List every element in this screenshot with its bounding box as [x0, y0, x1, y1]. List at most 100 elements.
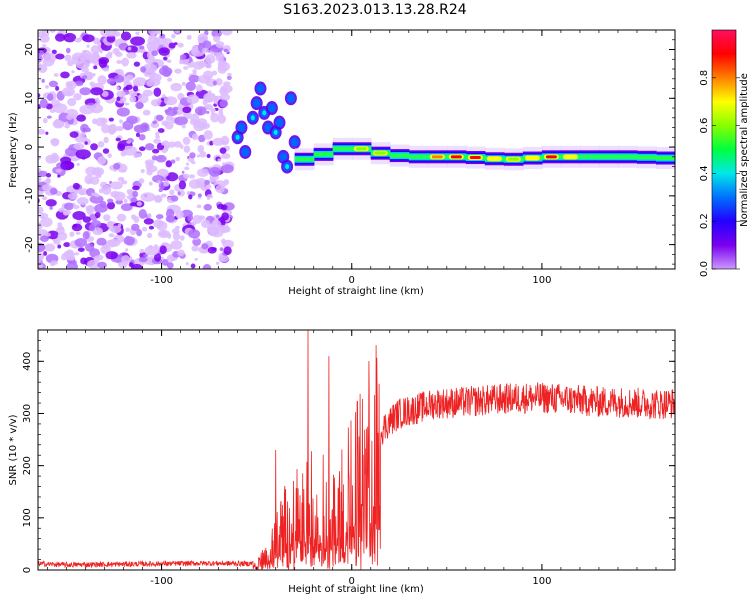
noise-blob — [221, 153, 231, 160]
bottom-x-tick-label: -100 — [150, 576, 173, 587]
noise-blob — [72, 182, 80, 190]
noise-blob — [187, 63, 194, 68]
noise-blob — [76, 197, 89, 206]
top-y-tick-label: 10 — [24, 92, 35, 105]
noise-blob — [93, 255, 100, 263]
noise-blob — [90, 176, 100, 185]
noise-blob — [188, 194, 193, 200]
ridge-core-hot — [374, 151, 386, 155]
noise-blob — [79, 87, 92, 96]
noise-blob — [189, 118, 200, 126]
noise-blob — [53, 154, 60, 162]
noise-blob — [208, 167, 221, 177]
noise-blob — [158, 47, 170, 56]
noise-blob — [208, 228, 216, 237]
noise-blob — [50, 138, 60, 146]
noise-blob — [123, 198, 128, 203]
noise-blob — [167, 141, 176, 148]
noise-blob — [116, 86, 120, 90]
noise-blob — [151, 50, 158, 57]
noise-blob — [95, 117, 105, 127]
noise-blob — [95, 194, 100, 198]
ridge-band — [313, 152, 334, 157]
noise-blob — [91, 51, 100, 59]
noise-blob — [64, 90, 72, 96]
bottom-x-tick-label: 100 — [532, 576, 551, 587]
noise-blob — [138, 178, 145, 184]
noise-blob — [106, 34, 116, 43]
noise-blob — [144, 159, 155, 166]
noise-blob — [76, 114, 87, 122]
noise-blob — [138, 209, 147, 219]
noise-blob — [170, 159, 176, 164]
noise-blob — [201, 243, 209, 250]
noise-blob — [32, 153, 35, 157]
noise-blob — [125, 227, 130, 232]
noise-blob — [177, 249, 185, 257]
noise-blob — [162, 258, 169, 266]
bottom-y-tick-label: 400 — [22, 352, 33, 371]
noise-blob — [98, 188, 104, 194]
noise-blob — [202, 264, 212, 269]
noise-blob — [133, 61, 141, 67]
noise-blob — [124, 102, 130, 106]
noise-blob — [96, 229, 102, 234]
noise-blob — [60, 71, 70, 79]
blob-mid — [286, 93, 295, 103]
noise-blob — [181, 81, 186, 86]
noise-blob — [175, 225, 180, 230]
noise-blob — [194, 257, 198, 261]
noise-blob — [38, 170, 48, 177]
top-x-tick-label: -100 — [150, 275, 173, 286]
noise-blob — [186, 94, 200, 105]
noise-blob — [171, 33, 176, 39]
noise-blob — [210, 108, 216, 113]
noise-blob — [185, 81, 196, 92]
noise-blob — [78, 189, 85, 196]
noise-blob — [188, 174, 196, 179]
noise-blob — [210, 112, 220, 123]
noise-blob — [63, 242, 71, 248]
noise-blob — [130, 36, 145, 46]
noise-blob — [116, 96, 121, 102]
noise-blob — [150, 32, 156, 37]
noise-blob — [120, 180, 128, 185]
noise-blob — [126, 115, 138, 125]
ridge-band — [579, 154, 600, 159]
noise-blob — [74, 252, 80, 256]
ridge-core-hot — [564, 155, 576, 159]
noise-blob — [47, 230, 59, 240]
colorbar-tick-label: 0.6 — [699, 118, 710, 134]
noise-blob — [130, 197, 138, 203]
noise-blob — [155, 114, 164, 121]
blob-mid — [279, 152, 288, 162]
noise-blob — [94, 97, 100, 103]
bottom-y-tick-label: 300 — [22, 404, 33, 423]
noise-blob — [179, 60, 183, 65]
noise-blob — [148, 225, 155, 230]
noise-blob — [42, 184, 52, 192]
blob-mid — [252, 98, 261, 108]
noise-blob — [159, 245, 167, 255]
noise-blob — [32, 156, 36, 160]
noise-blob — [117, 143, 126, 152]
noise-blob — [202, 123, 208, 129]
noise-blob — [166, 262, 174, 269]
noise-blob — [121, 255, 131, 264]
noise-blob — [126, 189, 133, 195]
noise-blob — [115, 51, 123, 57]
noise-blob — [72, 204, 80, 210]
noise-blob — [197, 168, 209, 177]
noise-blob — [116, 213, 127, 222]
noise-blob — [77, 247, 85, 252]
noise-blob — [191, 160, 196, 165]
noise-blob — [219, 247, 224, 252]
noise-blob — [177, 42, 184, 48]
noise-blob — [215, 52, 225, 59]
colorbar-label: Normalized spectral amplitude — [739, 73, 750, 227]
noise-blob — [217, 64, 227, 74]
noise-blob — [49, 30, 56, 33]
noise-blob — [86, 44, 90, 48]
noise-blob — [82, 231, 90, 240]
top-y-tick-label: -10 — [24, 188, 35, 204]
